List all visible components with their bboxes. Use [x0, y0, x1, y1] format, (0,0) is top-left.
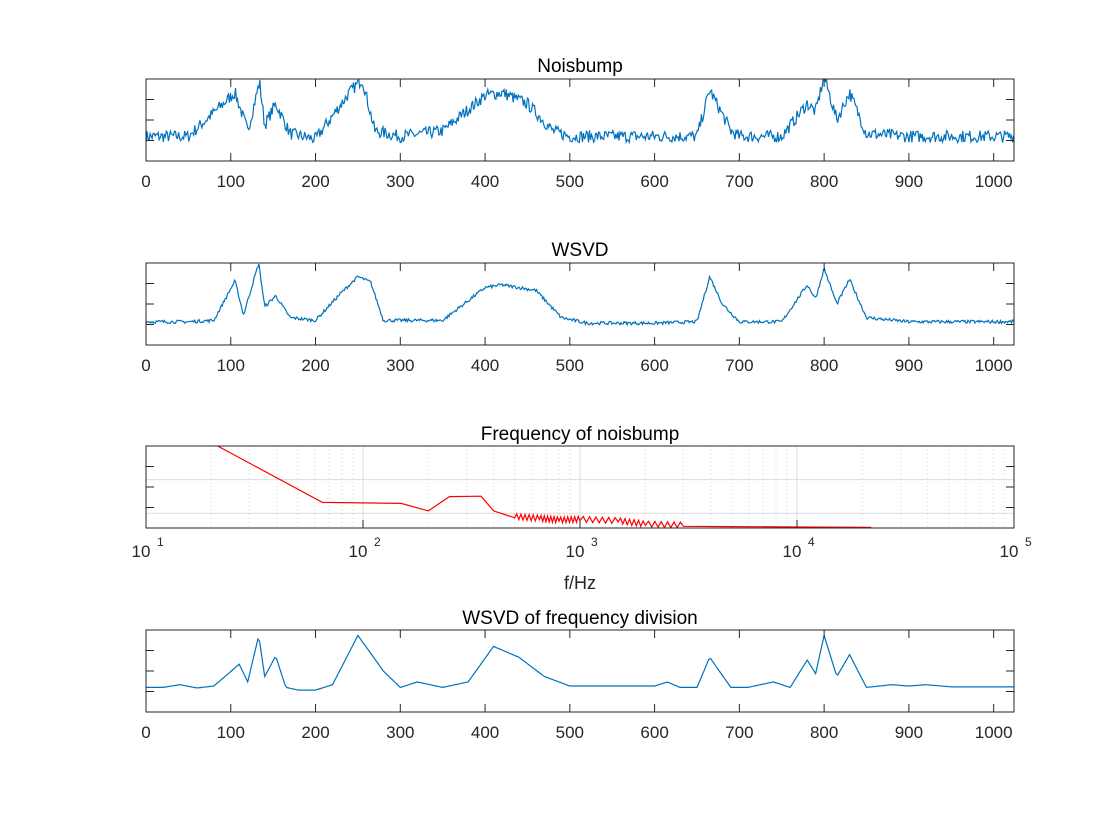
- x-tick-label: 300: [386, 356, 414, 375]
- x-tick-label: 0: [141, 723, 150, 742]
- x-tick-label: 200: [301, 356, 329, 375]
- x-tick-label: 400: [471, 356, 499, 375]
- x-tick-label: 500: [556, 172, 584, 191]
- x-tick-label: 900: [895, 723, 923, 742]
- x-tick-label: 10: [349, 542, 368, 561]
- subplot-wsvd-frequency-division: WSVD of frequency division 0 100 200 300 400…: [141, 608, 1015, 742]
- x-tick-label: 500: [556, 723, 584, 742]
- x-tick-exponent: 3: [591, 535, 598, 549]
- x-tick-label: 600: [640, 356, 668, 375]
- subplot-wsvd: WSVD 0 100 200 300 400 500 600 700 800 900 1000: [141, 240, 1015, 375]
- series-line: [146, 263, 1014, 327]
- x-tick-label: 600: [640, 172, 668, 191]
- x-tick-label: 900: [895, 356, 923, 375]
- x-tick-label: 200: [301, 723, 329, 742]
- x-tick-label: 700: [725, 356, 753, 375]
- series-line: [216, 446, 872, 528]
- grid: [146, 446, 1014, 528]
- x-tick-label: 600: [640, 723, 668, 742]
- x-tick-label: 700: [725, 723, 753, 742]
- series-line: [146, 633, 1014, 691]
- x-tick-label: 400: [471, 723, 499, 742]
- subplot-noisbump: Noisbump 0 100 200 300 400 500 600 700 800 900 100…: [141, 56, 1015, 191]
- x-tick-label: 0: [141, 356, 150, 375]
- x-tick-label: 1000: [975, 723, 1013, 742]
- x-tick-exponent: 5: [1025, 535, 1032, 549]
- x-tick-exponent: 4: [808, 535, 815, 549]
- x-tick-label: 300: [386, 723, 414, 742]
- x-tick-label: 900: [895, 172, 923, 191]
- subplot-title: Frequency of noisbump: [481, 424, 680, 445]
- x-tick-label: 10: [783, 542, 802, 561]
- x-tick-exponent: 2: [374, 535, 381, 549]
- x-tick-label: 800: [810, 172, 838, 191]
- x-tick-label: 700: [725, 172, 753, 191]
- x-tick-label: 800: [810, 356, 838, 375]
- x-tick-label: 300: [386, 172, 414, 191]
- subplot-title: WSVD of frequency division: [462, 608, 698, 629]
- x-tick-label: 10: [566, 542, 585, 561]
- x-tick-label: 400: [471, 172, 499, 191]
- series-line: [146, 79, 1014, 145]
- x-tick-label: 200: [301, 172, 329, 191]
- x-tick-exponent: 1: [157, 535, 164, 549]
- x-tick-label: 100: [217, 723, 245, 742]
- subplot-title: WSVD: [552, 240, 609, 261]
- subplot-frequency: Frequency of noisbump 10 1 10 2 10 3 10 4 10 5 f/…: [132, 424, 1032, 593]
- x-tick-label: 10: [132, 542, 151, 561]
- x-tick-label: 1000: [975, 356, 1013, 375]
- x-axis-label: f/Hz: [564, 573, 596, 593]
- x-tick-label: 100: [217, 356, 245, 375]
- x-tick-label: 1000: [975, 172, 1013, 191]
- x-tick-label: 10: [1000, 542, 1019, 561]
- x-tick-label: 500: [556, 356, 584, 375]
- x-tick-label: 100: [217, 172, 245, 191]
- subplot-title: Noisbump: [537, 56, 623, 77]
- x-tick-label: 800: [810, 723, 838, 742]
- x-tick-label: 0: [141, 172, 150, 191]
